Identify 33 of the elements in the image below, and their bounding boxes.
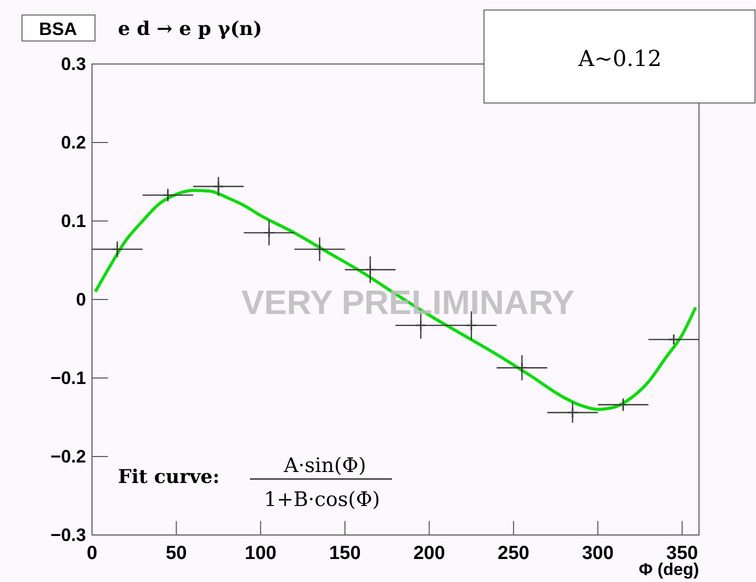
point [516, 362, 528, 374]
annotation: Fit curve: [118, 466, 220, 488]
y-tick-label: 0.2 [60, 132, 86, 152]
point [212, 180, 224, 192]
chart-subtitle: e d → e p γ(n) [118, 18, 262, 40]
y-tick-label: 0 [76, 290, 86, 310]
annotation: A~0.12 [577, 47, 662, 72]
y-tick-label: −0.1 [50, 368, 86, 388]
point [112, 244, 124, 256]
x-tick-label: 150 [329, 543, 361, 564]
text-box: A~0.12 [484, 10, 756, 104]
y-tick-label: −0.3 [50, 525, 86, 545]
point [314, 244, 326, 256]
point [617, 398, 629, 410]
point [668, 334, 680, 346]
x-tick-label: 250 [498, 543, 530, 564]
x-tick-label: 200 [413, 543, 446, 564]
point [566, 406, 578, 418]
point [263, 227, 275, 239]
point [364, 264, 376, 276]
annotation: A·sin(Φ) [282, 453, 366, 477]
x-tick-label: 50 [166, 543, 187, 564]
y-tick-label: 0.3 [60, 54, 86, 74]
point [466, 320, 478, 332]
x-tick-label: 300 [582, 543, 614, 564]
y-tick-label: −0.2 [50, 446, 86, 466]
chart-title: BSA [38, 19, 78, 39]
point [415, 320, 427, 332]
point [162, 189, 174, 201]
x-tick-label: 100 [244, 543, 276, 564]
line-series [94, 188, 698, 411]
y-tick-label: 0.1 [60, 211, 86, 231]
annotation: 1+B·cos(Φ) [264, 487, 380, 511]
